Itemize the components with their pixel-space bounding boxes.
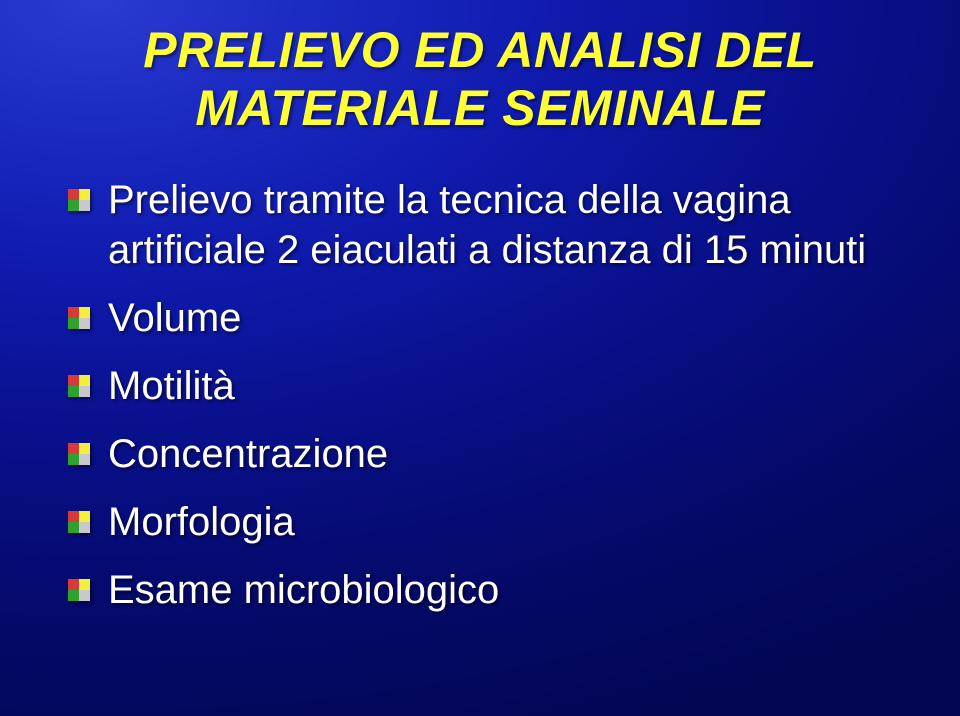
- bullet-marker-icon: [68, 511, 90, 533]
- list-item: Esame microbiologico: [68, 565, 900, 615]
- title-line-2: MATERIALE SEMINALE: [195, 80, 764, 136]
- list-item: Morfologia: [68, 497, 900, 547]
- title-line-1: PRELIEVO ED ANALISI DEL: [143, 22, 817, 78]
- list-item: Motilità: [68, 361, 900, 411]
- bullet-list: Prelievo tramite la tecnica della vagina…: [60, 175, 900, 615]
- list-item-text: Esame microbiologico: [108, 565, 499, 615]
- list-item-text: Prelievo tramite la tecnica della vagina…: [108, 175, 900, 275]
- list-item-text: Motilità: [108, 361, 235, 411]
- bullet-marker-icon: [68, 579, 90, 601]
- slide-title: PRELIEVO ED ANALISI DEL MATERIALE SEMINA…: [60, 22, 900, 137]
- list-item-text: Concentrazione: [108, 429, 388, 479]
- list-item: Volume: [68, 293, 900, 343]
- bullet-marker-icon: [68, 443, 90, 465]
- bullet-marker-icon: [68, 189, 90, 211]
- bullet-marker-icon: [68, 307, 90, 329]
- bullet-marker-icon: [68, 375, 90, 397]
- list-item-text: Morfologia: [108, 497, 295, 547]
- list-item-text: Volume: [108, 293, 241, 343]
- slide: PRELIEVO ED ANALISI DEL MATERIALE SEMINA…: [0, 0, 960, 716]
- list-item: Concentrazione: [68, 429, 900, 479]
- list-item: Prelievo tramite la tecnica della vagina…: [68, 175, 900, 275]
